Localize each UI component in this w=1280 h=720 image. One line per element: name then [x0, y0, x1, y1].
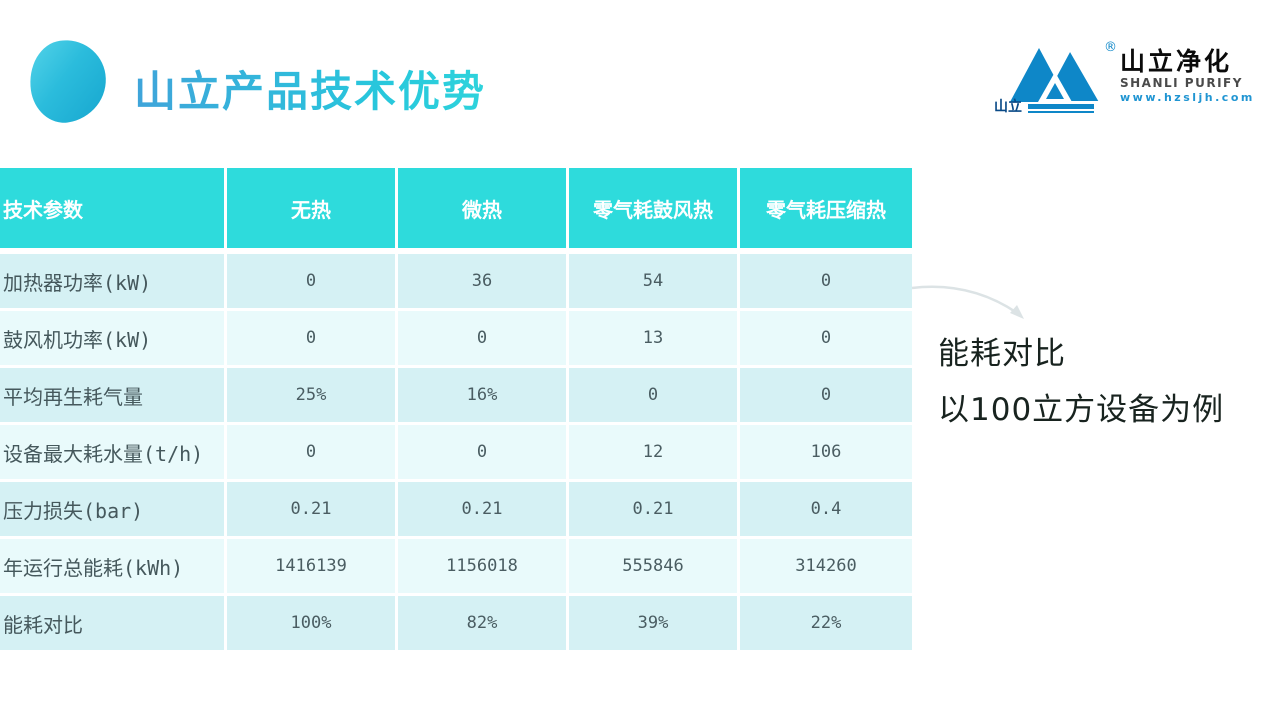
- annotation-text: 能耗对比 以100立方设备为例: [938, 326, 1224, 438]
- table-cell: 314260: [740, 539, 912, 596]
- logo-underline-thick: [1028, 104, 1094, 109]
- table-cell: 25%: [227, 368, 398, 425]
- table-cell: 0.21: [227, 482, 398, 539]
- table-cell: 1156018: [398, 539, 569, 596]
- table-cell: 0: [398, 425, 569, 482]
- table-cell: 0: [227, 425, 398, 482]
- page-title: 山立产品技术优势: [134, 58, 486, 119]
- table-cell: 0: [569, 368, 740, 425]
- logo-mark-text: 山立: [994, 99, 1022, 115]
- table-cell: 0.4: [740, 482, 912, 539]
- table-cell: 555846: [569, 539, 740, 596]
- table-cell: 0: [740, 254, 912, 311]
- row-label: 加热器功率(kW): [0, 254, 227, 311]
- table-cell: 39%: [569, 596, 740, 653]
- tech-params-table: 技术参数 无热 微热 零气耗鼓风热 零气耗压缩热 加热器功率(kW) 0 36 54 0 鼓风机功率…: [0, 168, 912, 653]
- table-cell: 54: [569, 254, 740, 311]
- table-cell: 36: [398, 254, 569, 311]
- table-cell: 12: [569, 425, 740, 482]
- table-cell: 0: [227, 254, 398, 311]
- table-cell: 0.21: [569, 482, 740, 539]
- annotation-line2: 以100立方设备为例: [938, 392, 1225, 428]
- table-cell: 22%: [740, 596, 912, 653]
- logo-underline-thin: [1028, 111, 1094, 113]
- row-label: 年运行总能耗(kWh): [0, 539, 227, 596]
- logo-url: www.hzsljh.com: [1120, 91, 1255, 104]
- logo-name-en: SHANLI PURIFY: [1120, 76, 1243, 90]
- column-header: 零气耗鼓风热: [569, 168, 740, 254]
- table-cell: 82%: [398, 596, 569, 653]
- table-cell: 0: [398, 311, 569, 368]
- table-cell: 0: [740, 368, 912, 425]
- table-cell: 106: [740, 425, 912, 482]
- curved-arrow-icon: [911, 285, 1024, 319]
- row-label: 设备最大耗水量(t/h): [0, 425, 227, 482]
- table-cell: 0.21: [398, 482, 569, 539]
- column-header: 无热: [227, 168, 398, 254]
- row-label: 压力损失(bar): [0, 482, 227, 539]
- row-label: 鼓风机功率(kW): [0, 311, 227, 368]
- table-cell: 0: [227, 311, 398, 368]
- row-label: 平均再生耗气量: [0, 368, 227, 425]
- mountain-logo-icon: [1010, 47, 1102, 103]
- column-header: 技术参数: [0, 168, 227, 254]
- decorative-blob: [24, 35, 112, 127]
- column-header: 微热: [398, 168, 569, 254]
- table-cell: 13: [569, 311, 740, 368]
- table-cell: 16%: [398, 368, 569, 425]
- logo-text-block: 山立净化 SHANLI PURIFY www.hzsljh.com: [1120, 48, 1255, 105]
- logo-name-cn: 山立净化: [1120, 47, 1233, 76]
- registered-trademark-icon: ®: [1104, 40, 1117, 55]
- annotation-line1: 能耗对比: [938, 336, 1066, 372]
- table-cell: 1416139: [227, 539, 398, 596]
- table-cell: 0: [740, 311, 912, 368]
- table-cell: 100%: [227, 596, 398, 653]
- column-header: 零气耗压缩热: [740, 168, 912, 254]
- row-label: 能耗对比: [0, 596, 227, 653]
- company-logo: 山立 ® 山立净化 SHANLI PURIFY www.hzsljh.com: [992, 38, 1252, 128]
